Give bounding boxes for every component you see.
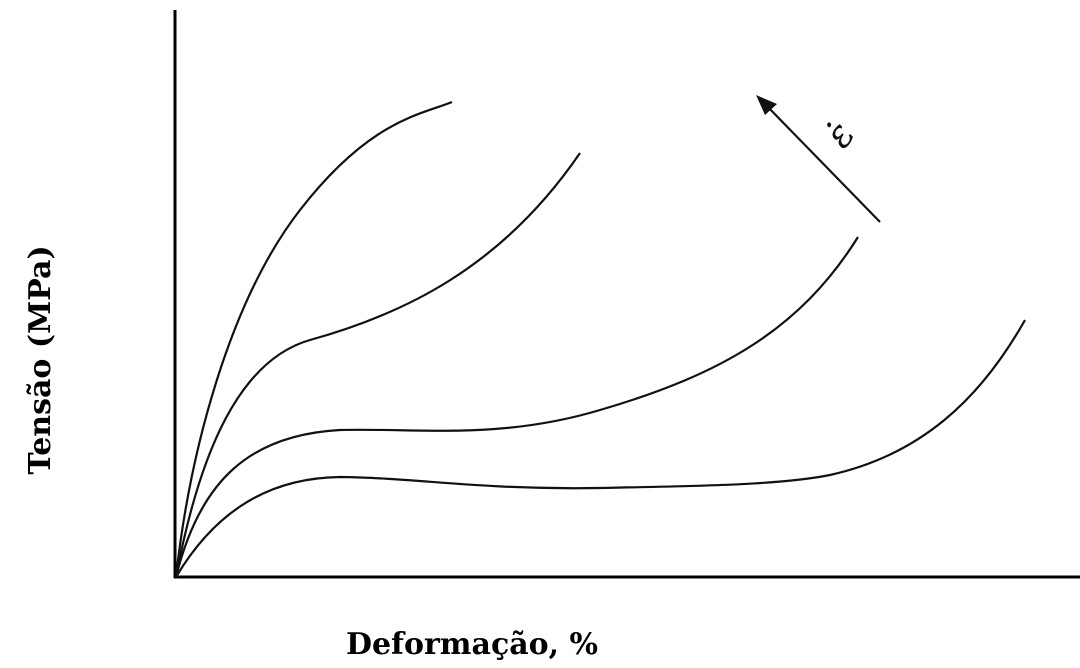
curve xyxy=(175,319,1026,578)
arrow-shaft xyxy=(763,102,881,223)
arrow-head xyxy=(756,95,777,115)
y-axis-label: Tensão (MPa) xyxy=(23,245,58,474)
curve xyxy=(174,236,859,578)
curve xyxy=(174,152,581,578)
x-axis-label: Deformação, % xyxy=(346,627,598,662)
curve xyxy=(174,100,453,578)
annotation: ε̇ xyxy=(815,114,863,156)
